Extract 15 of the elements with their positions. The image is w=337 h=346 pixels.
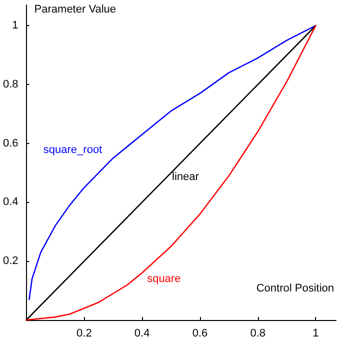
- y-tick-label: 0.6: [2, 137, 18, 150]
- x-tick-label: 0.2: [76, 328, 92, 340]
- y-axis-title: Parameter Value: [34, 4, 116, 16]
- series-label: square_root: [43, 144, 102, 156]
- series-label: linear: [172, 170, 200, 183]
- x-tick-label: 0.4: [134, 328, 150, 340]
- x-axis-title: Control Position: [256, 282, 334, 294]
- series-label: square: [147, 272, 181, 285]
- y-tick-label: 0.2: [2, 255, 18, 268]
- x-tick-label: 0.6: [192, 328, 208, 340]
- y-tick-label: 0.4: [2, 196, 18, 208]
- x-tick-label: 0.8: [250, 328, 266, 340]
- x-tick-label: 1: [312, 328, 319, 340]
- y-tick-label: 0.8: [2, 78, 18, 90]
- y-tick-label: 1: [12, 20, 18, 32]
